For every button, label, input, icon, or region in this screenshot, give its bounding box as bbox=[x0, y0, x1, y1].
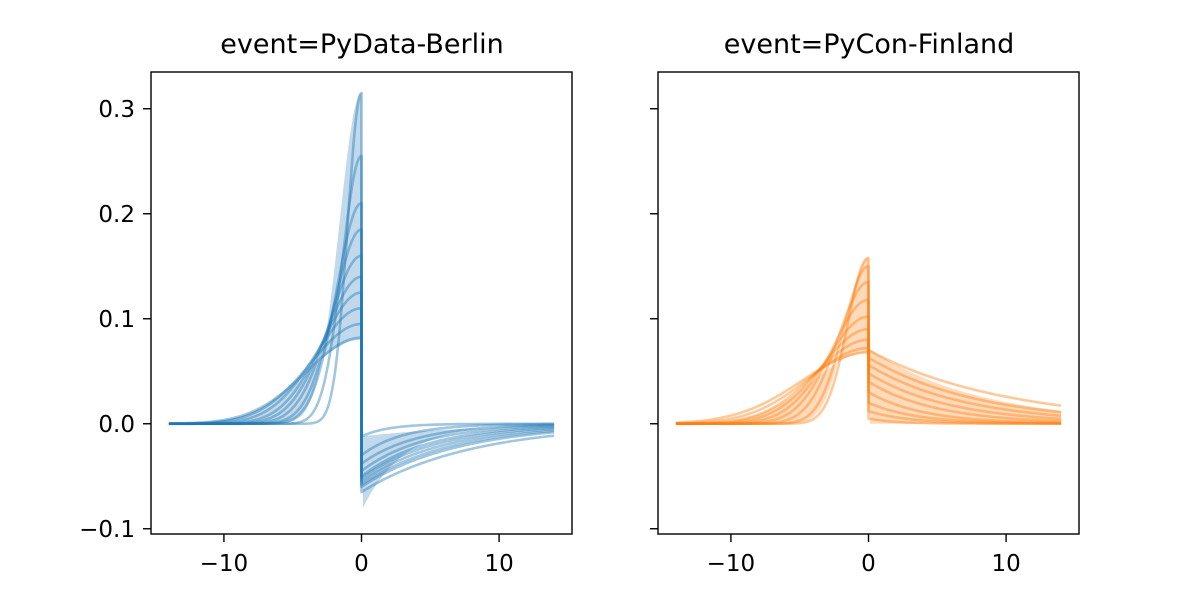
subplot-title: event=PyData-Berlin bbox=[220, 29, 503, 60]
x-tick-label: −10 bbox=[200, 551, 249, 577]
series-line-2 bbox=[675, 265, 1062, 425]
confidence-band bbox=[675, 257, 1062, 424]
series-line-1 bbox=[168, 91, 555, 438]
series-line-3 bbox=[168, 202, 555, 465]
x-tick-label: 0 bbox=[861, 551, 876, 577]
x-tick-label: 0 bbox=[354, 551, 369, 577]
series-line-4 bbox=[675, 298, 1062, 425]
x-tick-label: 10 bbox=[484, 551, 513, 577]
series-line-9 bbox=[168, 322, 555, 489]
y-tick-label: −0.1 bbox=[79, 517, 135, 543]
y-tick-label: 0.0 bbox=[98, 412, 135, 438]
series-line-7 bbox=[168, 291, 555, 483]
y-tick-label: 0.2 bbox=[98, 202, 135, 228]
series-line-2 bbox=[168, 154, 555, 457]
series-line-1 bbox=[675, 256, 1062, 426]
series-line-9 bbox=[675, 349, 1062, 424]
series-line-10 bbox=[168, 336, 555, 494]
series-line-3 bbox=[675, 280, 1062, 425]
series-line-6 bbox=[168, 275, 555, 480]
series-line-4 bbox=[168, 228, 555, 473]
subplot-pydata-berlin: event=PyData-Berlin −10 0 10 −0.1 0.0 0.1 0.2 0… bbox=[79, 29, 573, 577]
subplot-pycon-finland: event=PyCon-Finland −10 0 10 bbox=[650, 29, 1080, 577]
series-line-6 bbox=[675, 328, 1062, 425]
series-line-5 bbox=[168, 254, 555, 478]
subplot-title: event=PyCon-Finland bbox=[724, 29, 1015, 60]
y-tick-label: 0.3 bbox=[98, 97, 135, 123]
x-tick-label: 10 bbox=[991, 551, 1020, 577]
series-line-8 bbox=[675, 346, 1062, 425]
series-line-8 bbox=[168, 307, 555, 486]
series-line-5 bbox=[675, 315, 1062, 425]
y-tick-label: 0.1 bbox=[98, 307, 135, 333]
series-line-7 bbox=[675, 338, 1062, 425]
confidence-band bbox=[168, 93, 555, 508]
x-tick-label: −10 bbox=[707, 551, 756, 577]
